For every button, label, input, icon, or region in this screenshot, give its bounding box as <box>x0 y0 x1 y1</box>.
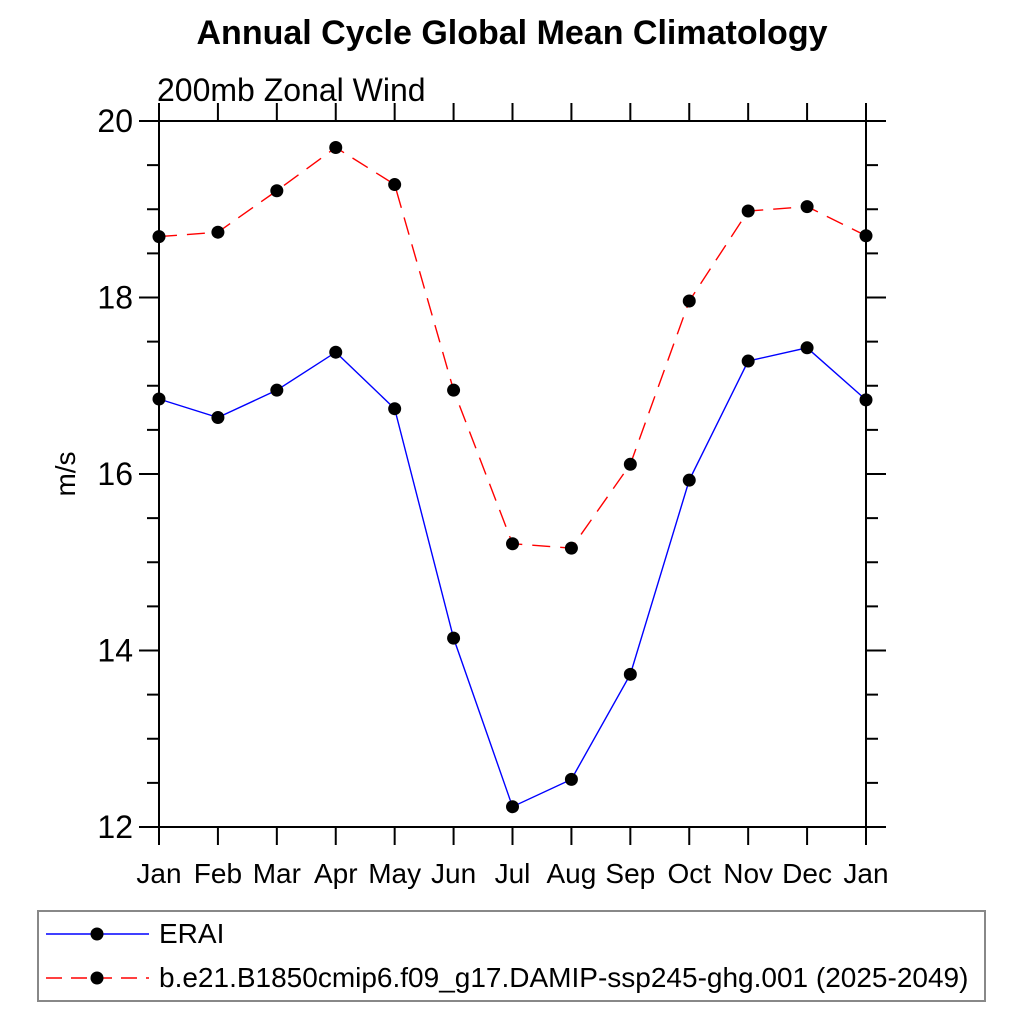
legend-entry-erai: ERAI <box>39 912 984 956</box>
x-tick-labels: Jan Feb Mar Apr May Jun Jul Aug Sep Oct Nov Dec Jan <box>136 858 888 889</box>
data-point-marker <box>506 800 519 814</box>
data-point-marker <box>270 184 284 198</box>
series-markers-1 <box>152 140 873 555</box>
legend-label-erai: ERAI <box>159 918 225 949</box>
x-tick-label: Jan <box>136 858 181 889</box>
data-point-marker <box>623 457 637 471</box>
series-line-0 <box>158 347 867 808</box>
data-point-marker <box>800 341 814 355</box>
y-tick-label: 14 <box>97 633 133 669</box>
x-tick-label: Apr <box>314 858 358 889</box>
data-point-marker <box>623 667 637 681</box>
y-tick-label: 20 <box>97 103 133 139</box>
y-tick-label: 12 <box>97 809 133 845</box>
legend-label-model: b.e21.B1850cmip6.f09_g17.DAMIP-ssp245-gh… <box>159 962 969 993</box>
x-tick-label: Jul <box>495 858 531 889</box>
data-point-marker <box>859 229 873 243</box>
legend-marker-icon <box>90 971 104 985</box>
data-point-marker <box>447 631 461 645</box>
data-point-marker <box>270 383 284 397</box>
y-tick-labels: 20 18 16 14 12 <box>97 103 133 845</box>
x-tick-label: Feb <box>194 858 242 889</box>
data-point-marker <box>152 230 166 244</box>
x-tick-label: Mar <box>253 858 301 889</box>
x-tick-label: Jan <box>843 858 888 889</box>
x-tick-label: Nov <box>723 858 773 889</box>
data-point-marker <box>682 294 696 308</box>
legend-line-erai <box>46 927 149 941</box>
data-point-marker <box>682 473 696 487</box>
legend-box: ERAI b.e21.B1850cmip6.f09_g17.DAMIP-ssp2… <box>37 910 986 1002</box>
series-markers-0 <box>152 341 873 814</box>
x-tick-label: Jun <box>431 858 476 889</box>
axis-frame <box>158 120 867 828</box>
data-point-marker <box>741 204 755 218</box>
data-point-marker <box>329 140 343 154</box>
data-point-marker <box>800 200 814 214</box>
data-point-marker <box>388 178 402 192</box>
data-point-marker <box>152 392 166 406</box>
data-point-marker <box>388 402 402 416</box>
series-line-1 <box>158 146 867 549</box>
data-point-marker <box>447 383 461 397</box>
data-point-marker <box>564 772 578 786</box>
chart-title: Annual Cycle Global Mean Climatology <box>196 14 828 52</box>
x-tick-label: May <box>368 858 421 889</box>
y-tick-label: 18 <box>97 280 133 316</box>
x-tick-label: Aug <box>547 858 597 889</box>
data-point-marker <box>211 225 225 239</box>
data-point-marker <box>741 354 755 368</box>
legend-entry-model: b.e21.B1850cmip6.f09_g17.DAMIP-ssp245-gh… <box>39 956 984 1000</box>
x-tick-label: Dec <box>782 858 832 889</box>
y-ticks <box>139 120 886 828</box>
x-tick-label: Oct <box>667 858 711 889</box>
data-point-marker <box>329 345 343 359</box>
x-ticks <box>158 103 867 845</box>
legend-line-model <box>46 971 149 985</box>
legend-marker-icon <box>90 927 104 941</box>
x-tick-label: Sep <box>605 858 655 889</box>
data-point-marker <box>506 537 519 551</box>
data-point-marker <box>211 411 225 425</box>
data-point-marker <box>859 393 873 407</box>
y-tick-label: 16 <box>97 456 133 492</box>
data-point-marker <box>564 541 578 555</box>
chart-subtitle: 200mb Zonal Wind <box>157 72 426 108</box>
